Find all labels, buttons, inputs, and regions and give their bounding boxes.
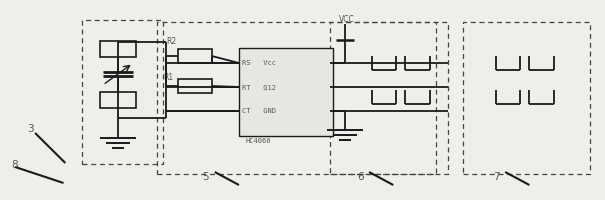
Text: R2: R2 xyxy=(166,36,177,46)
Text: R1: R1 xyxy=(163,72,174,82)
Text: RT   Q12: RT Q12 xyxy=(242,84,276,90)
Bar xyxy=(157,22,436,174)
Bar xyxy=(100,41,136,57)
Text: RS   Vcc: RS Vcc xyxy=(242,60,276,66)
Bar xyxy=(82,20,163,164)
Bar xyxy=(178,49,212,63)
Text: CT   GND: CT GND xyxy=(242,108,276,114)
Bar xyxy=(330,22,448,174)
Text: HC4060: HC4060 xyxy=(245,138,270,144)
Text: 7: 7 xyxy=(493,172,500,182)
Text: 6: 6 xyxy=(357,172,364,182)
Text: 5: 5 xyxy=(203,172,209,182)
Bar xyxy=(178,79,212,93)
Text: 3: 3 xyxy=(27,124,34,134)
Bar xyxy=(100,92,136,108)
Text: VCC: VCC xyxy=(339,16,355,24)
Bar xyxy=(239,48,333,136)
Text: 8: 8 xyxy=(11,160,18,170)
Bar xyxy=(463,22,590,174)
